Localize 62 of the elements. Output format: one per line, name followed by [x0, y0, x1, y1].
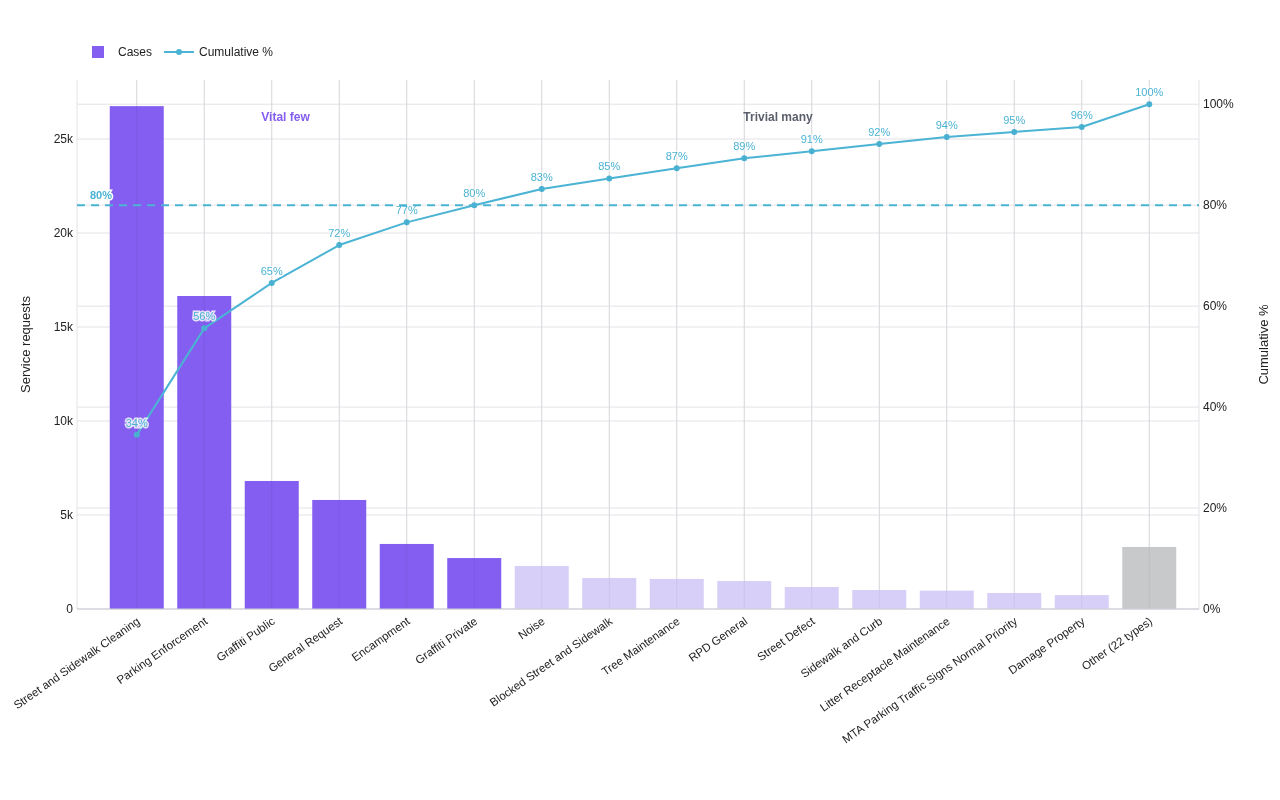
point	[336, 242, 343, 249]
bar	[649, 578, 704, 609]
bar	[1054, 595, 1109, 609]
bar	[987, 593, 1042, 609]
y2-tick-label: 80%	[1203, 198, 1228, 213]
point	[606, 175, 613, 182]
y-tick-label: 25k	[53, 132, 74, 147]
data-label: 77%	[395, 204, 418, 217]
bar	[312, 499, 367, 609]
point	[1011, 128, 1018, 135]
data-label: 87%	[665, 150, 688, 163]
data-label: 80%	[463, 187, 486, 200]
bar	[784, 587, 839, 609]
y-axis-title: Service requests	[18, 295, 33, 393]
data-label: 92%	[868, 126, 891, 139]
data-label: 83%	[530, 171, 553, 184]
y2-tick-label: 60%	[1203, 299, 1228, 314]
y-tick-label: 20k	[53, 226, 74, 241]
y-tick-label: 10k	[53, 414, 74, 429]
legend-label: Cases	[118, 45, 153, 59]
point	[201, 325, 208, 332]
y-tick-label: 5k	[60, 508, 74, 523]
bar	[379, 543, 434, 609]
annotation: Vital few	[261, 110, 311, 124]
data-label: 56%	[193, 310, 216, 323]
bar	[919, 590, 974, 609]
data-label: 95%	[1003, 113, 1026, 126]
bar	[244, 480, 299, 609]
data-label: 89%	[733, 140, 756, 153]
point	[741, 155, 748, 162]
point	[268, 279, 275, 286]
y-tick-label: 15k	[53, 320, 74, 335]
bar	[177, 296, 232, 609]
annotation: Trivial many	[743, 110, 814, 124]
point	[1146, 101, 1153, 108]
point	[943, 134, 950, 141]
y2-tick-label: 0%	[1203, 602, 1221, 617]
point	[133, 431, 140, 438]
data-label: 96%	[1070, 108, 1093, 121]
y2-tick-label: 20%	[1203, 501, 1228, 516]
y2-tick-label: 40%	[1203, 400, 1228, 415]
data-label: 100%	[1135, 86, 1164, 99]
bar	[447, 558, 502, 609]
y2-tick-label: 100%	[1203, 97, 1235, 112]
y-tick-label: 0	[66, 602, 74, 617]
data-label: 72%	[328, 227, 351, 240]
data-label: 65%	[260, 264, 283, 277]
point	[403, 219, 410, 226]
bar	[582, 577, 637, 609]
point	[1078, 123, 1085, 130]
bar	[717, 580, 772, 609]
y2-axis-title: Cumulative %	[1256, 303, 1271, 385]
point	[808, 148, 815, 155]
data-label: 91%	[800, 133, 823, 146]
bar	[852, 590, 907, 609]
legend-label: Cumulative %	[199, 45, 274, 59]
point	[876, 141, 883, 148]
data-label: 85%	[598, 160, 621, 173]
bar	[514, 565, 569, 609]
data-label: 94%	[935, 119, 958, 132]
point	[673, 165, 680, 172]
point	[538, 186, 545, 193]
